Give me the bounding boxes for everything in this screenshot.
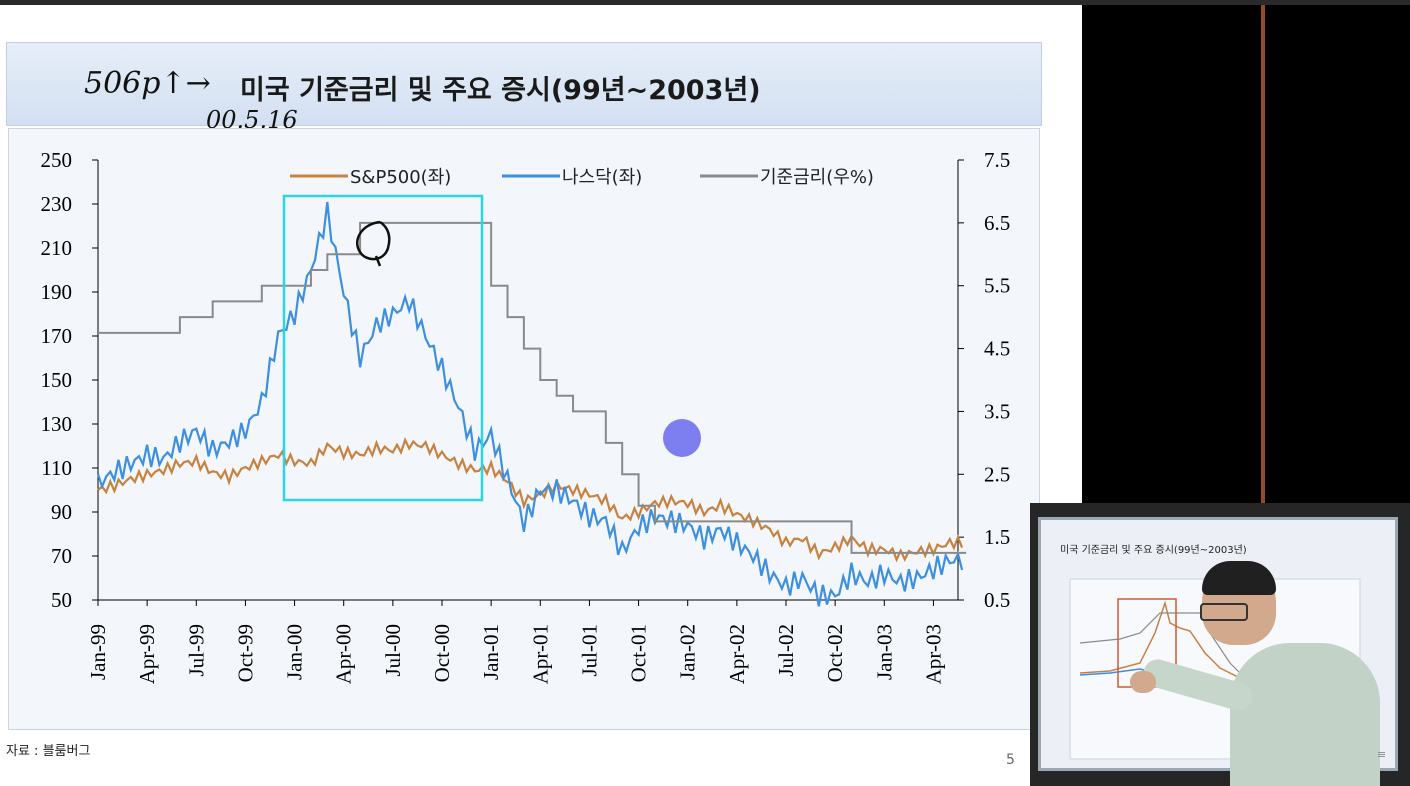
line-chart: 250 230 210 190 170 150 130 110 90 70 50 7.5 6.5 5.5 4… bbox=[41, 148, 1011, 684]
chart-frame bbox=[8, 128, 1040, 730]
y-right-tick-label: 5.5 bbox=[984, 274, 1010, 298]
legend-label: 기준금리(우%) bbox=[760, 167, 874, 188]
handwritten-annotation: 506p↑→ bbox=[84, 66, 211, 101]
y-left-tick-label: 210 bbox=[41, 236, 73, 260]
x-tick-label: Jan-02 bbox=[676, 624, 700, 680]
x-tick-label: Apr-00 bbox=[332, 624, 356, 684]
pointer-dot bbox=[663, 419, 701, 457]
presenter-hand bbox=[1130, 671, 1156, 693]
x-tick-label: Apr-02 bbox=[725, 624, 749, 684]
x-tick-label: Jan-99 bbox=[86, 624, 110, 680]
chart-series bbox=[96, 201, 967, 607]
y-left-tick-label: 70 bbox=[51, 544, 72, 568]
y-left-tick-label: 230 bbox=[41, 192, 73, 216]
x-tick-label: Jan-03 bbox=[872, 624, 896, 680]
x-tick-label: Apr-03 bbox=[921, 624, 945, 684]
legend-label: S&P500(좌) bbox=[350, 167, 451, 188]
y-right-tick-label: 0.5 bbox=[984, 588, 1010, 612]
y-right-tick-label: 7.5 bbox=[984, 148, 1010, 172]
presenter-hair bbox=[1202, 561, 1276, 595]
window-top-strip bbox=[0, 0, 1410, 5]
x-tick-label: Oct-01 bbox=[627, 624, 651, 682]
y-right-tick-label: 6.5 bbox=[984, 211, 1010, 235]
pip-slide-title: 미국 기준금리 및 주요 증시(99년~2003년) bbox=[1060, 545, 1247, 556]
slide-title-bar bbox=[6, 42, 1042, 126]
x-tick-label: Jul-01 bbox=[577, 624, 601, 677]
background-orange-stripe bbox=[1261, 5, 1265, 505]
y-right-tick-label: 3.5 bbox=[984, 399, 1010, 423]
chart-axes: 250 230 210 190 170 150 130 110 90 70 50 7.5 6.5 5.5 4… bbox=[41, 148, 1011, 684]
source-note: 자료 : 블룸버그 bbox=[6, 744, 91, 759]
x-tick-label: Jan-00 bbox=[283, 624, 307, 680]
chart-legend: S&P500(좌) 나스닥(좌) 기준금리(우%) bbox=[290, 167, 874, 188]
hand-drawn-circle bbox=[355, 220, 391, 267]
x-tick-label: Oct-00 bbox=[430, 624, 454, 682]
x-tick-label: Jul-02 bbox=[774, 624, 798, 677]
series-line-sp500 bbox=[97, 437, 964, 563]
y-left-tick-label: 90 bbox=[51, 500, 72, 524]
y-left-tick-label: 130 bbox=[41, 412, 73, 436]
y-left-tick-label: 110 bbox=[41, 456, 72, 480]
y-left-tick-label: 150 bbox=[41, 368, 73, 392]
x-tick-label: Apr-01 bbox=[528, 624, 552, 684]
presenter-video-overlay: 미국 기준금리 및 주요 증시(99년~2003년) bbox=[1030, 503, 1410, 786]
highlight-box bbox=[282, 194, 484, 502]
x-tick-label: Jan-01 bbox=[479, 624, 503, 680]
presenter-body bbox=[1230, 643, 1380, 786]
y-left-tick-label: 250 bbox=[41, 148, 73, 172]
y-left-tick-label: 50 bbox=[51, 588, 72, 612]
legend-label: 나스닥(좌) bbox=[562, 167, 642, 188]
series-line-rate bbox=[98, 221, 967, 554]
x-tick-label: Oct-99 bbox=[233, 624, 257, 682]
x-tick-label: Jul-99 bbox=[184, 624, 208, 677]
menu-icon[interactable]: ≡ bbox=[1377, 748, 1387, 761]
x-tick-label: Jul-00 bbox=[381, 624, 405, 677]
y-left-tick-label: 170 bbox=[41, 324, 73, 348]
y-right-tick-label: 4.5 bbox=[984, 337, 1010, 361]
slide-title: 미국 기준금리 및 주요 증시(99년~2003년) bbox=[240, 75, 761, 106]
y-right-tick-label: 2.5 bbox=[984, 462, 1010, 486]
y-left-tick-label: 190 bbox=[41, 280, 73, 304]
y-right-tick-label: 1.5 bbox=[984, 525, 1010, 549]
x-tick-label: Oct-02 bbox=[823, 624, 847, 682]
series-line-nasdaq bbox=[96, 201, 964, 607]
x-tick-label: Apr-99 bbox=[135, 624, 159, 684]
presenter-glasses bbox=[1200, 603, 1248, 621]
page-number: 5 bbox=[1006, 752, 1015, 768]
